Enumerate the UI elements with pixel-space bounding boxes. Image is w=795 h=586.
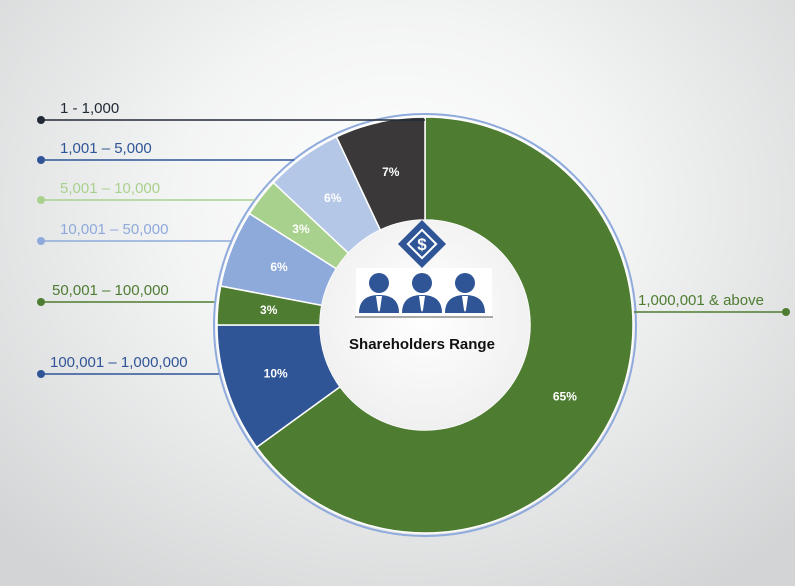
pct-label-1-001-5-000: 6% <box>324 191 342 205</box>
leader-dot-5-001-10-000 <box>37 196 45 204</box>
svg-text:$: $ <box>417 235 427 254</box>
category-label-1-000-001-above: 1,000,001 & above <box>638 292 764 309</box>
category-label-100-001-1-000-000: 100,001 – 1,000,000 <box>50 354 188 371</box>
category-label-50-001-100-000: 50,001 – 100,000 <box>52 282 169 299</box>
callout-leaders: 1,000,001 & above 100,001 – 1,000,000 50,0… <box>37 100 790 378</box>
leader-dot-1-001-5-000 <box>37 156 45 164</box>
center-title: Shareholders Range <box>349 336 495 353</box>
leader-dot-10-001-50-000 <box>37 237 45 245</box>
donut-outer-ring <box>213 113 637 537</box>
leader-dot-1-000-001-above <box>782 308 790 316</box>
category-label-1-1-000: 1 - 1,000 <box>60 100 119 117</box>
leader-dot-1-1-000 <box>37 116 45 124</box>
pct-label-5-001-10-000: 3% <box>292 222 310 236</box>
pct-label-50-001-100-000: 3% <box>260 303 278 317</box>
pct-label-100-001-1-000-000: 10% <box>264 367 288 381</box>
leader-dot-50-001-100-000 <box>37 298 45 306</box>
pct-label-10-001-50-000: 6% <box>270 260 288 274</box>
category-label-5-001-10-000: 5,001 – 10,000 <box>60 180 160 197</box>
pct-label-1-000-001-above: 65% <box>553 389 577 403</box>
donut-slices <box>216 116 634 534</box>
shareholders-dollar-icon: $ <box>355 219 493 318</box>
pct-label-1-1-000: 7% <box>382 165 400 179</box>
category-label-1-001-5-000: 1,001 – 5,000 <box>60 140 152 157</box>
percentage-labels: 65% 10% 3% 6% 3% 6% 7% <box>260 165 577 403</box>
leader-dot-100-001-1-000-000 <box>37 370 45 378</box>
category-label-10-001-50-000: 10,001 – 50,000 <box>60 221 168 238</box>
